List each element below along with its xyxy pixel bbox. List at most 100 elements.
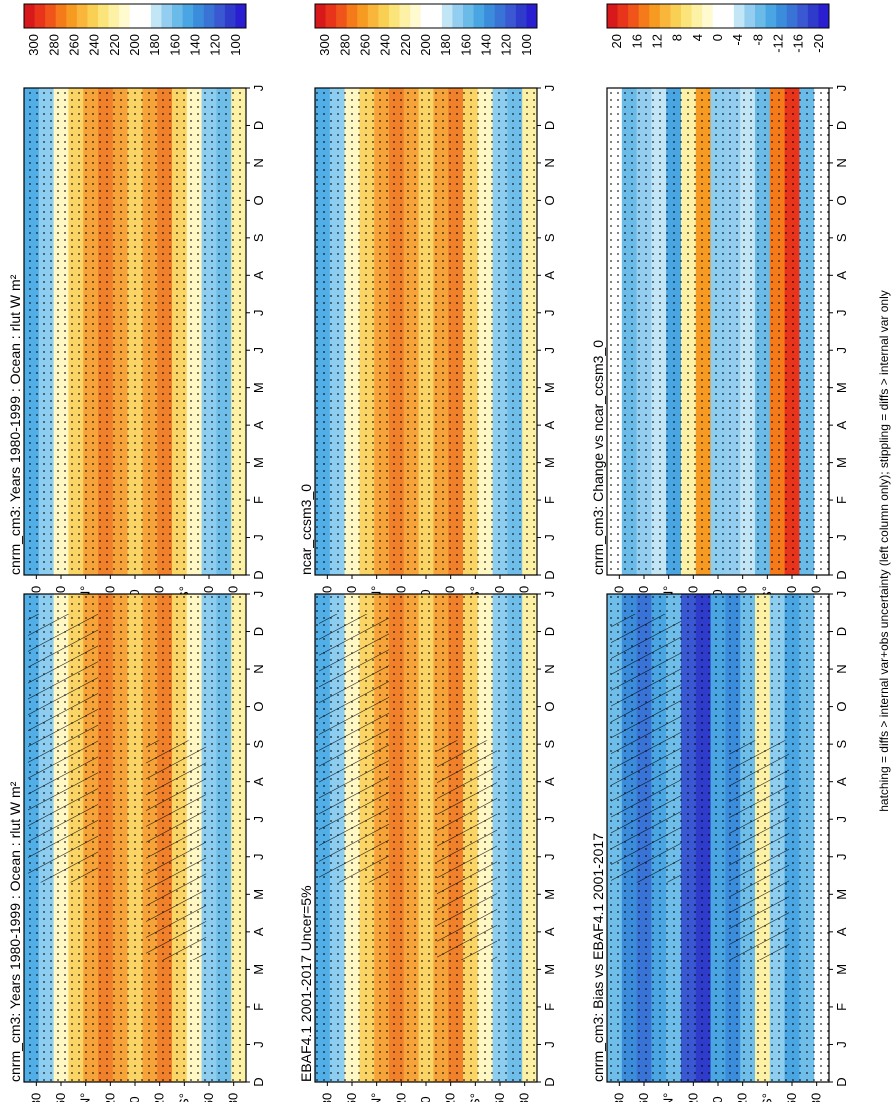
month-tick-label: N [251, 158, 266, 167]
month-tick-label: M [251, 382, 266, 393]
month-tick-label: A [542, 927, 557, 936]
colorbar-swatch [66, 4, 78, 28]
lat-tick-label: 60 [492, 1093, 507, 1102]
colorbar-label: 4 [690, 34, 705, 41]
colorbar-label: -20 [811, 34, 826, 53]
month-tick-label: O [834, 195, 849, 205]
month-tick-label: O [542, 195, 557, 205]
colorbar-swatch [463, 4, 475, 28]
colorbar-label: 260 [357, 34, 372, 56]
colorbar-swatch [452, 4, 464, 28]
colorbar-label: 100 [228, 34, 243, 56]
month-tick-label: F [542, 1003, 557, 1011]
month-tick-label: M [542, 964, 557, 975]
colorbar-swatch [628, 4, 640, 28]
lat-tick-label: 80 [226, 1093, 241, 1102]
colorbar-1: 300 280 260 240 220 200 180 160 140 120 100 [314, 3, 538, 56]
lat-tick-label: N° [661, 1093, 676, 1102]
month-tick-label: S [542, 739, 557, 748]
colorbar-label: 220 [107, 34, 122, 56]
colorbar-label: 260 [66, 34, 81, 56]
colorbar-label: 180 [147, 34, 162, 56]
colorbar-swatch [659, 4, 671, 28]
colorbar-swatch [34, 4, 46, 28]
colorbar-swatch [129, 4, 141, 28]
month-tick-label: J [834, 534, 849, 541]
colorbar-swatch [399, 4, 411, 28]
month-tick-label: J [542, 85, 557, 92]
colorbar-label: 220 [398, 34, 413, 56]
month-tick-label: J [834, 591, 849, 598]
colorbar-swatch [526, 4, 538, 28]
colorbar-label: 300 [26, 34, 41, 56]
panel-title: EBAF4.1 2001-2017 Uncer=5% [298, 885, 314, 1082]
lat-tick-label: 60 [201, 1093, 216, 1102]
colorbar-label: -16 [791, 34, 806, 53]
lat-tick-label: 20 [735, 1093, 750, 1102]
month-tick-label: F [834, 496, 849, 504]
colorbar-swatch [638, 4, 650, 28]
panel-2: 80 60 N° 20 0 20 S° 60 80DJFMAMJJASONDJncar_ccsm… [298, 85, 557, 601]
month-tick-label: J [542, 854, 557, 861]
panel-5: 80 60 N° 20 0 20 S° 60 80 D J F M A M J J A S O N D Jcnrm_cm3:… [590, 591, 849, 1102]
panel-4: 80 60 N° 20 0 20 S° 60 80DJFMAMJJASONDJcnrm_cm3:… [590, 85, 849, 601]
lat-tick-label: 60 [784, 1093, 799, 1102]
colorbar-label: 20 [609, 34, 624, 48]
month-tick-label: J [834, 85, 849, 92]
colorbar-frame [23, 3, 247, 29]
month-tick-label: D [542, 121, 557, 130]
lat-tick-label: 20 [102, 1093, 117, 1102]
colorbar-label: 280 [337, 34, 352, 56]
colorbar-label: 16 [629, 34, 644, 48]
month-tick-label: A [834, 927, 849, 936]
colorbar-label: 160 [167, 34, 182, 56]
colorbar-swatch [410, 4, 422, 28]
month-tick-label: O [251, 195, 266, 205]
colorbar-swatch [765, 4, 777, 28]
month-tick-label: S [834, 739, 849, 748]
month-tick-label: J [251, 310, 266, 317]
month-tick-label: O [251, 702, 266, 712]
month-tick-label: S [834, 233, 849, 242]
month-tick-label: M [542, 382, 557, 393]
month-tick-label: M [542, 889, 557, 900]
colorbar-swatch [161, 4, 173, 28]
month-tick-label: J [542, 816, 557, 823]
colorbar-label: 180 [438, 34, 453, 56]
month-tick-label: A [251, 420, 266, 429]
colorbar-swatch [473, 4, 485, 28]
colorbar-label: 120 [208, 34, 223, 56]
lat-tick-label: 80 [28, 1093, 43, 1102]
month-tick-label: A [251, 927, 266, 936]
stippling [607, 88, 829, 575]
colorbar-swatch [98, 4, 110, 28]
colorbar-swatch [818, 4, 830, 28]
month-tick-label: J [251, 85, 266, 92]
lat-tick-label: 0 [418, 1096, 433, 1102]
colorbar-swatch [378, 4, 390, 28]
stippling [315, 88, 537, 575]
month-tick-label: A [542, 777, 557, 786]
month-tick-label: N [834, 664, 849, 673]
month-tick-label: J [834, 854, 849, 861]
panel-title: cnrm_cm3: Years 1980-1999 : Ocean : rlut… [7, 274, 23, 575]
lat-tick-label: 80 [611, 1093, 626, 1102]
hatching [28, 614, 98, 883]
month-tick-label: J [251, 854, 266, 861]
colorbar-label: 140 [188, 34, 203, 56]
month-tick-label: F [834, 1003, 849, 1011]
month-tick-label: J [251, 347, 266, 354]
panel-title: ncar_ccsm3_0 [298, 484, 314, 575]
lat-tick-label: 0 [127, 589, 142, 596]
month-tick-label: M [834, 964, 849, 975]
colorbar-swatch [24, 4, 36, 28]
month-tick-label: J [542, 310, 557, 317]
figure-note: hatching = diffs > internal var+obs unce… [877, 290, 891, 812]
month-tick-label: M [834, 382, 849, 393]
lat-tick-label: N° [369, 1093, 384, 1102]
month-tick-label: M [251, 889, 266, 900]
lat-tick-label: 0 [418, 589, 433, 596]
colorbar-swatch [681, 4, 693, 28]
colorbar-swatch [76, 4, 88, 28]
month-tick-label: J [251, 534, 266, 541]
